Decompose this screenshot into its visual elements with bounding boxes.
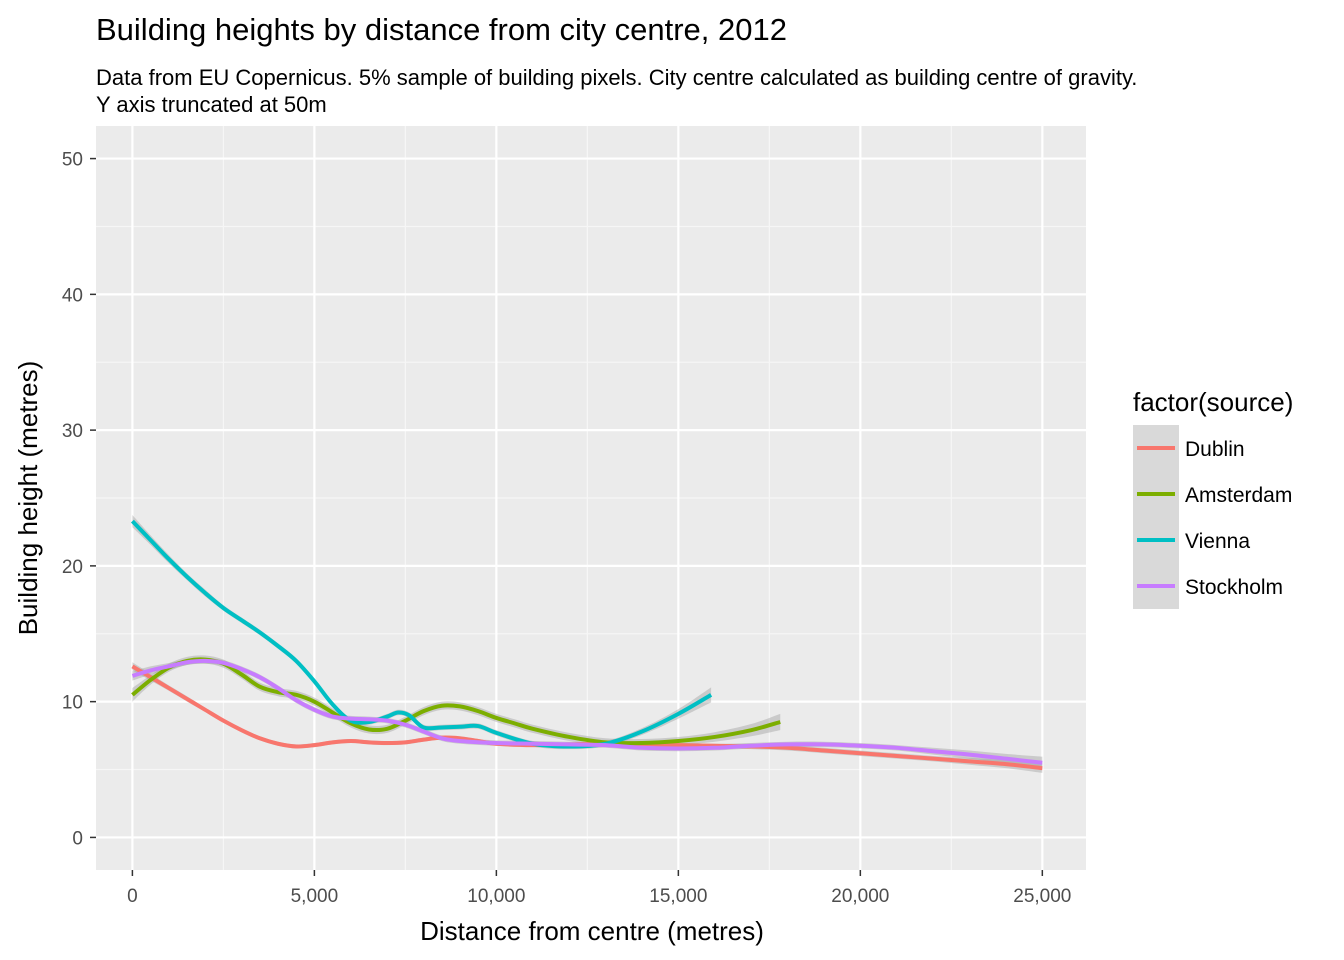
x-tick-label: 0 [127, 886, 138, 907]
legend-label-vienna: Vienna [1185, 530, 1250, 553]
grid-major [96, 126, 1086, 870]
legend: factor(source) Dublin Amsterdam Vienna Stoc… [1133, 387, 1293, 609]
x-tick-label: 10,000 [467, 886, 525, 907]
chart-subtitle-line-2: Y axis truncated at 50m [96, 92, 327, 117]
y-tick-label: 10 [62, 693, 83, 714]
y-tick-label: 20 [62, 557, 83, 578]
legend-title: factor(source) [1133, 387, 1293, 417]
x-axis: 0 5,000 10,000 15,000 20,000 25,000 [127, 870, 1071, 907]
x-tick-label: 5,000 [291, 886, 339, 907]
y-tick-label: 40 [62, 285, 83, 306]
x-tick-label: 15,000 [649, 886, 707, 907]
line-dublin [131, 664, 1043, 771]
legend-label-stockholm: Stockholm [1185, 576, 1283, 599]
grid-minor [96, 126, 1086, 870]
line-stockholm [131, 658, 1043, 765]
y-tick-label: 30 [62, 421, 83, 442]
legend-label-amsterdam: Amsterdam [1185, 484, 1292, 507]
y-tick-label: 0 [72, 828, 83, 849]
y-axis: 0 10 20 30 40 50 [62, 150, 96, 849]
legend-items: Dublin Amsterdam Vienna Stockholm [1133, 425, 1292, 609]
chart-title: Building heights by distance from city c… [96, 12, 787, 47]
x-axis-title: Distance from centre (metres) [420, 916, 764, 946]
y-tick-label: 50 [62, 150, 83, 171]
chart-subtitle-line-1: Data from EU Copernicus. 5% sample of bu… [96, 65, 1137, 90]
x-tick-label: 25,000 [1013, 886, 1071, 907]
y-axis-title: Building height (metres) [13, 361, 43, 636]
legend-label-dublin: Dublin [1185, 438, 1245, 461]
series-lines [130, 519, 1043, 771]
x-tick-label: 20,000 [831, 886, 889, 907]
